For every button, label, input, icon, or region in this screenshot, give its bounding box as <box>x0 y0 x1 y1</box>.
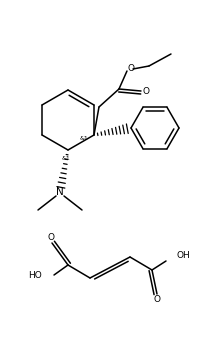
Text: O: O <box>143 86 150 95</box>
Text: N: N <box>56 187 64 197</box>
Text: O: O <box>128 64 134 73</box>
Text: O: O <box>153 296 160 305</box>
Text: O: O <box>48 234 55 243</box>
Text: OH: OH <box>177 252 191 261</box>
Text: &1: &1 <box>80 135 88 141</box>
Text: HO: HO <box>28 271 42 279</box>
Text: &1: &1 <box>62 155 70 161</box>
